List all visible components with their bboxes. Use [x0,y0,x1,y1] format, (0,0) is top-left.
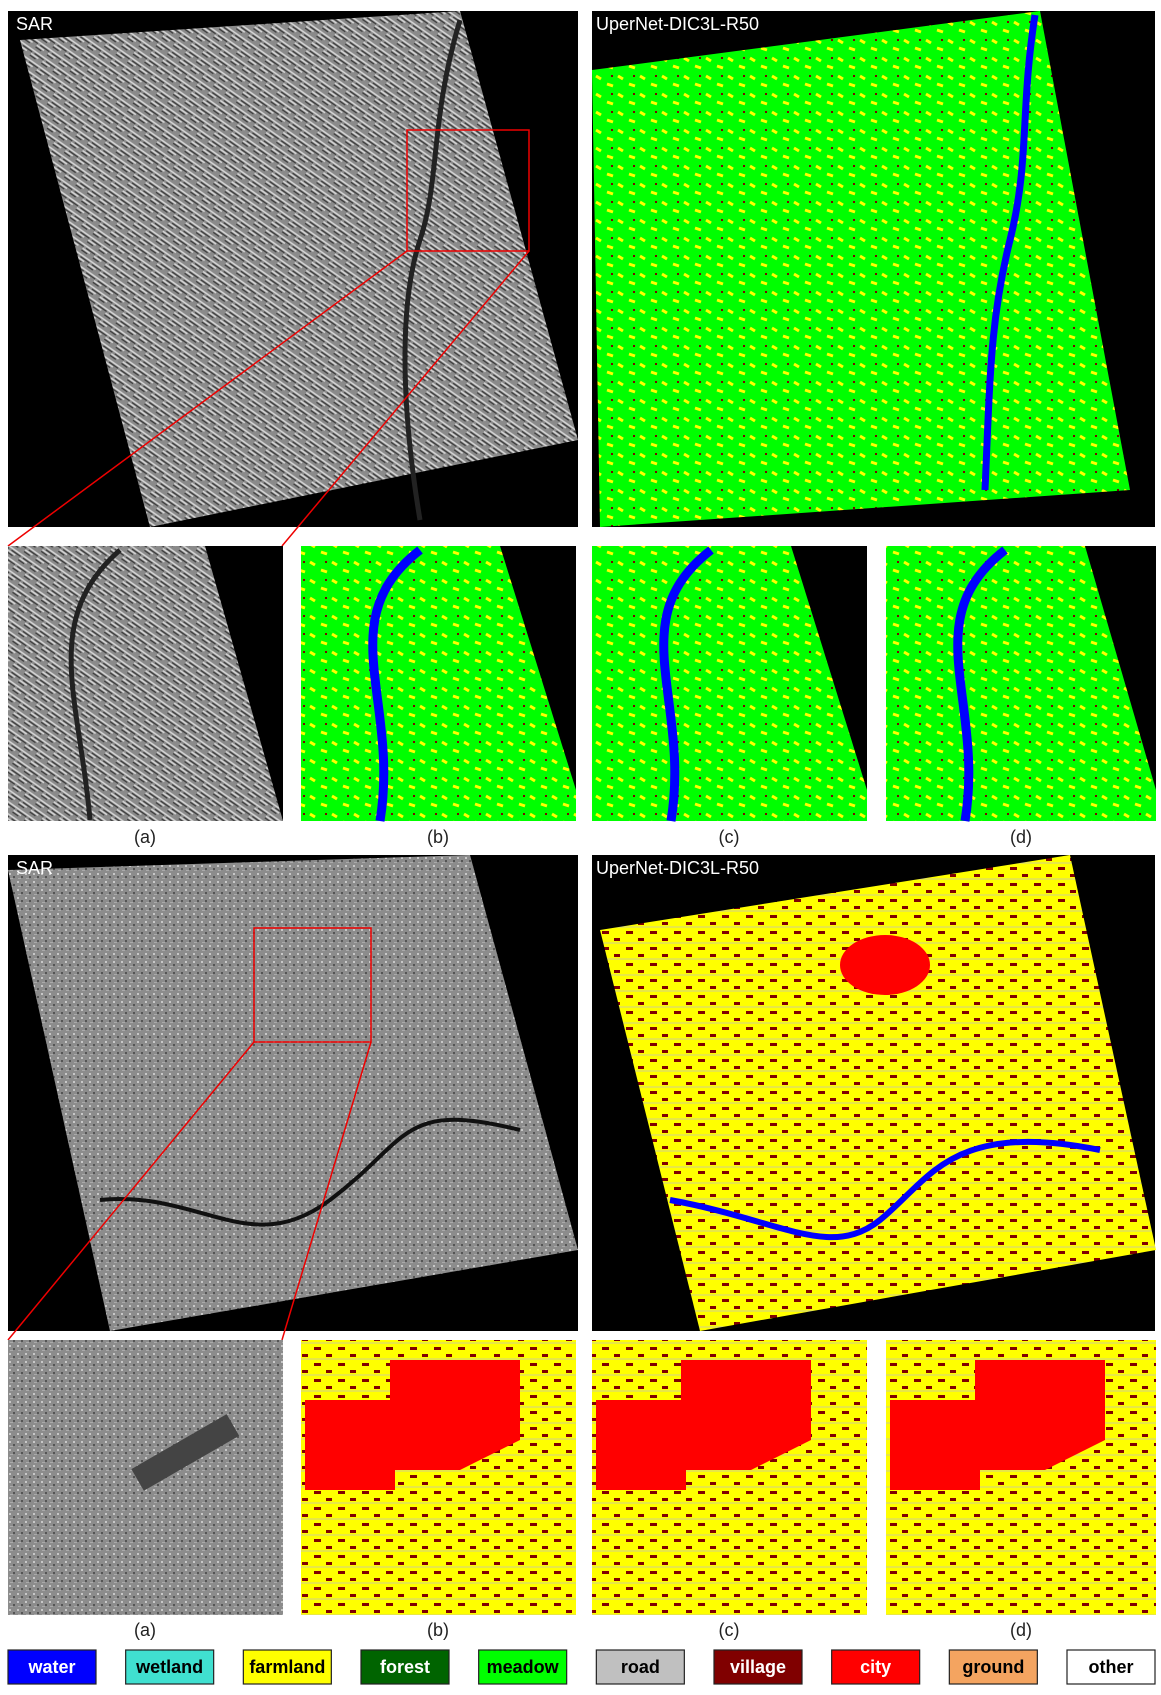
legend-label: village [730,1657,786,1677]
panel-title: UperNet-DIC3L-R50 [596,14,759,34]
city-area [840,935,930,995]
seg-image [592,11,1130,527]
legend-label: wetland [135,1657,203,1677]
legend-label: city [860,1657,891,1677]
seg-zoom-b [301,1340,576,1615]
page: {"figure":{ "block1":{"sar_title":"SAR",… [0,0,1161,1695]
panels [8,11,1156,1615]
legend-label: meadow [487,1657,560,1677]
seg-image [600,855,1156,1331]
legend-label: road [621,1657,660,1677]
legend-label: ground [962,1657,1024,1677]
subfigure-label: (b) [427,827,449,847]
panel-title: UperNet-DIC3L-R50 [596,858,759,878]
legend-label: water [27,1657,75,1677]
seg-zoom-d [886,546,1156,821]
seg-zoom-c [592,1340,867,1615]
panel-title: SAR [16,858,53,878]
subfigure-label: (b) [427,1620,449,1640]
subfigure-label: (d) [1010,1620,1032,1640]
legend-label: forest [380,1657,430,1677]
subfigure-label: (c) [719,827,740,847]
legend-label: other [1089,1657,1134,1677]
seg-zoom-c [592,546,867,821]
subfigure-label: (a) [134,1620,156,1640]
figure: SAR UperNet-DIC3L-R50 SAR UperNet-DIC3L-… [0,0,1161,1695]
panel-title: SAR [16,14,53,34]
seg-zoom-d [886,1340,1156,1615]
subfigure-label: (d) [1010,827,1032,847]
legend-label: farmland [249,1657,325,1677]
seg-zoom-b [301,546,576,821]
subfigure-label: (a) [134,827,156,847]
subfigure-label: (c) [719,1620,740,1640]
